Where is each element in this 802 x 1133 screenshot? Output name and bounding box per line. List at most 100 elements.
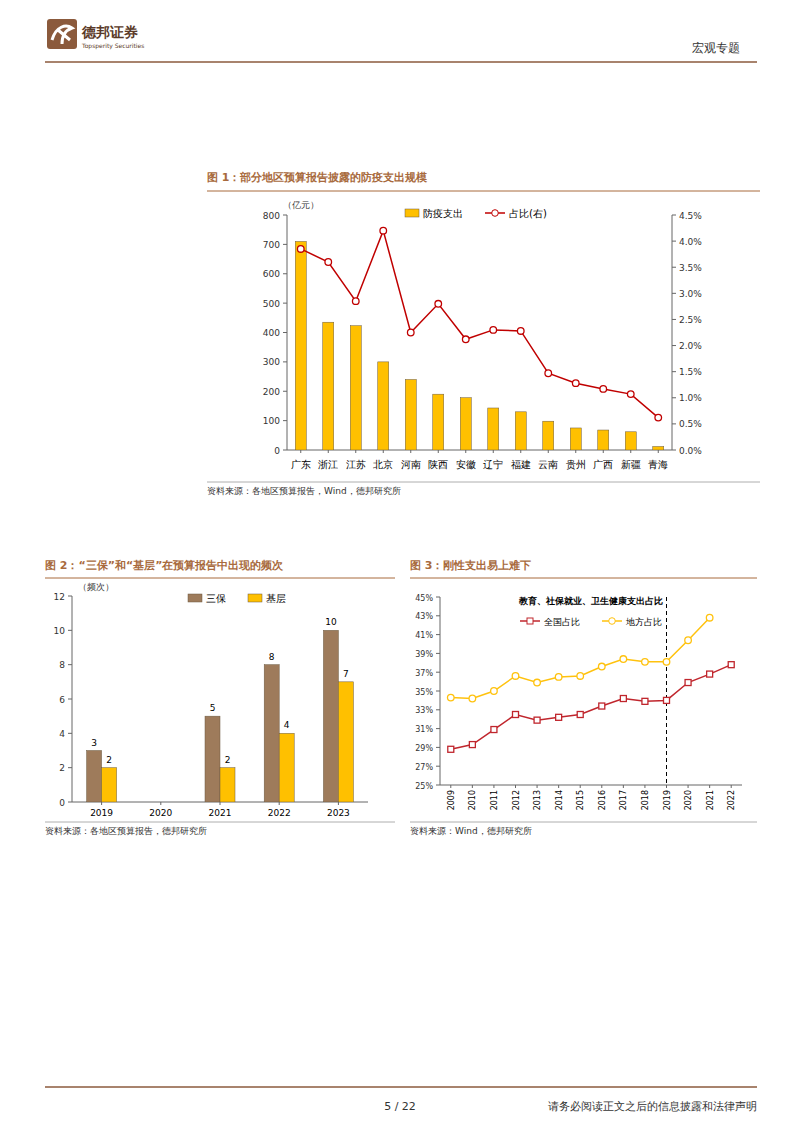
data-label: 8: [269, 652, 275, 662]
page: 德邦证券Topsperity Securities宏观专题5 / 22请务必阅读…: [0, 0, 802, 1133]
y-tick: [436, 766, 440, 767]
bar: [378, 362, 389, 450]
x-tick: [548, 450, 549, 453]
x-tick-label: 2014: [555, 790, 564, 810]
x-tick: [300, 450, 301, 453]
y-tick: [436, 691, 440, 692]
x-tick: [520, 450, 521, 453]
logo-stroke: [52, 26, 72, 44]
bar: [625, 432, 636, 450]
data-label: 2: [106, 755, 112, 765]
page-number: 5 / 22: [384, 1100, 416, 1113]
y2-tick: [672, 423, 676, 424]
x-tick-label: 2012: [512, 790, 521, 810]
y-tick-label: 35%: [415, 688, 433, 697]
x-tick: [630, 450, 631, 453]
chart: 图 1：部分地区预算报告披露的防疫支出规模0100200300400500600…: [207, 171, 760, 496]
marker: [491, 688, 498, 695]
y-tick-label: 400: [263, 328, 280, 338]
x-tick: [601, 785, 602, 788]
data-label: 4: [284, 720, 290, 730]
x-tick-label: 2022: [727, 790, 736, 810]
plot-area: [295, 227, 664, 450]
x-tick-label: 贵州: [566, 459, 586, 470]
marker: [491, 727, 497, 733]
y-tick-label: 10: [54, 626, 66, 636]
x-tick: [465, 450, 466, 453]
chart-title: 图 1：部分地区预算报告披露的防疫支出规模: [207, 171, 428, 184]
y-tick-label: 45%: [415, 594, 433, 603]
y-tick: [283, 391, 287, 392]
marker: [599, 703, 605, 709]
bar: [205, 716, 220, 802]
x-tick-label: 2018: [641, 790, 650, 810]
y-tick-label: 31%: [415, 725, 433, 734]
logo: [47, 19, 77, 49]
x-tick-label: 云南: [538, 459, 558, 470]
source: 资料来源：各地区预算报告，德邦研究所: [45, 826, 207, 836]
y-tick: [436, 728, 440, 729]
x-tick-label: 广西: [593, 459, 613, 470]
legend-label: 全国占比: [544, 617, 580, 627]
disclaimer: 请务必阅读正文之后的信息披露和法律声明: [548, 1100, 757, 1113]
y2-tick-label: 4.5%: [679, 211, 702, 221]
bar: [433, 394, 444, 450]
y-tick: [283, 332, 287, 333]
y2-tick-label: 0.5%: [679, 419, 702, 429]
x-tick: [328, 450, 329, 453]
y-tick: [68, 664, 72, 665]
brand: 德邦证券: [81, 24, 138, 40]
line: [451, 618, 710, 699]
marker: [534, 717, 540, 723]
bar: [570, 428, 581, 450]
marker: [517, 328, 524, 335]
marker: [664, 697, 670, 703]
x-tick: [688, 785, 689, 788]
x-tick: [101, 802, 102, 805]
y2-axis: [672, 215, 673, 450]
legend-label: 地方占比: [625, 617, 662, 627]
legend: 防疫支出占比(右): [405, 208, 547, 219]
bar: [323, 322, 334, 450]
header-rule: [45, 61, 757, 63]
legend-label: 占比(右): [509, 208, 547, 219]
x-tick-label: 2020: [684, 790, 693, 810]
x-tick-label: 新疆: [621, 459, 641, 470]
marker: [490, 327, 497, 334]
x-axis: [287, 450, 672, 451]
marker: [513, 712, 519, 718]
x-tick: [338, 802, 339, 805]
marker: [706, 614, 713, 621]
x-tick: [623, 785, 624, 788]
y-tick: [68, 596, 72, 597]
x-tick-label: 辽宁: [483, 459, 503, 470]
source: 资料来源：各地区预算报告，Wind，德邦研究所: [207, 486, 401, 496]
marker: [325, 259, 332, 266]
y-tick-label: 29%: [415, 744, 433, 753]
x-tick: [450, 785, 451, 788]
subtitle: 教育、社保就业、卫生健康支出占比: [518, 595, 663, 606]
bar: [543, 421, 554, 450]
x-tick-label: 2010: [468, 790, 477, 810]
source-rule: [410, 822, 757, 823]
y-tick: [436, 785, 440, 786]
y-tick: [283, 215, 287, 216]
plot-area: [87, 630, 354, 802]
marker: [620, 656, 627, 663]
marker: [642, 659, 649, 666]
y-tick-label: 27%: [415, 763, 433, 772]
y2-tick: [672, 319, 676, 320]
marker: [534, 679, 541, 686]
x-tick-label: 2021: [209, 808, 232, 818]
y-tick-label: 33%: [415, 706, 433, 715]
y-tick-label: 2: [59, 763, 65, 773]
y2-tick: [672, 293, 676, 294]
y-tick: [436, 672, 440, 673]
data-label: 2: [225, 755, 231, 765]
y-tick-label: 0: [274, 446, 280, 456]
section-title: 宏观专题: [692, 41, 740, 55]
source: 资料来源：Wind，德邦研究所: [410, 826, 532, 836]
legend-key: [492, 210, 499, 217]
y-tick: [283, 361, 287, 362]
marker: [545, 370, 552, 377]
